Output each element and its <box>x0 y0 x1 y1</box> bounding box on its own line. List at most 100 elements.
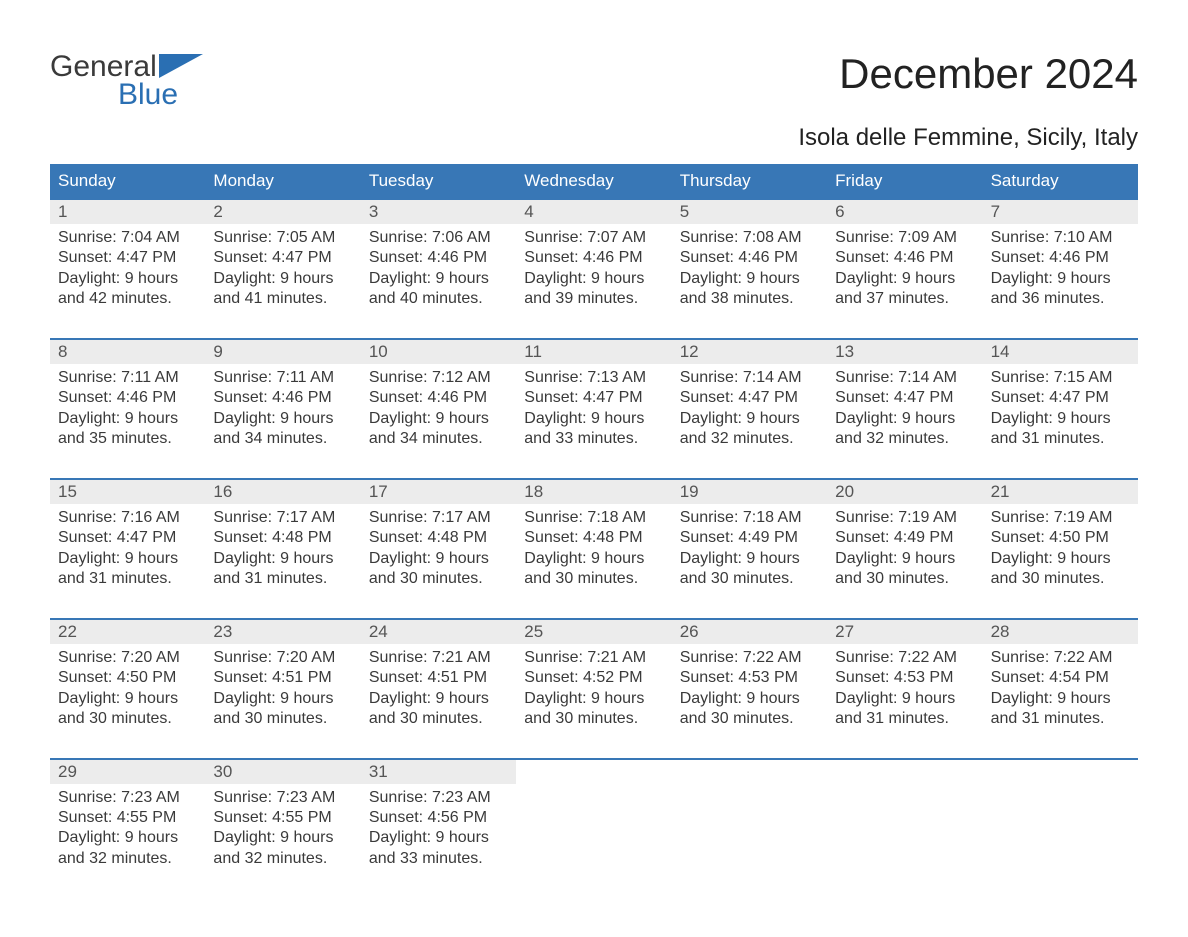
day-body-cell: Sunrise: 7:06 AMSunset: 4:46 PMDaylight:… <box>361 224 516 316</box>
day-body-cell: Sunrise: 7:10 AMSunset: 4:46 PMDaylight:… <box>983 224 1138 316</box>
sunrise-text: Sunrise: 7:23 AM <box>213 788 352 808</box>
sunset-text: Sunset: 4:47 PM <box>991 388 1130 408</box>
sunset-text: Sunset: 4:46 PM <box>369 388 508 408</box>
day-number-cell: 24 <box>361 620 516 644</box>
day-number-cell: 23 <box>205 620 360 644</box>
day-number-cell: 21 <box>983 480 1138 504</box>
sunset-text: Sunset: 4:47 PM <box>58 248 197 268</box>
sunrise-text: Sunrise: 7:04 AM <box>58 228 197 248</box>
sunset-text: Sunset: 4:56 PM <box>369 808 508 828</box>
day-body-cell: Sunrise: 7:13 AMSunset: 4:47 PMDaylight:… <box>516 364 671 456</box>
day-number-row: 22232425262728 <box>50 618 1138 644</box>
sunset-text: Sunset: 4:47 PM <box>524 388 663 408</box>
day-body-cell: Sunrise: 7:21 AMSunset: 4:51 PMDaylight:… <box>361 644 516 736</box>
sunrise-text: Sunrise: 7:05 AM <box>213 228 352 248</box>
day-body-cell: Sunrise: 7:20 AMSunset: 4:50 PMDaylight:… <box>50 644 205 736</box>
daylight-text: Daylight: 9 hours and 30 minutes. <box>835 549 974 590</box>
sunset-text: Sunset: 4:53 PM <box>680 668 819 688</box>
sunrise-text: Sunrise: 7:11 AM <box>213 368 352 388</box>
page: General Blue December 2024 Isola delle F… <box>0 0 1188 937</box>
calendar: Sunday Monday Tuesday Wednesday Thursday… <box>50 164 1138 875</box>
sunrise-text: Sunrise: 7:12 AM <box>369 368 508 388</box>
day-number-cell: 15 <box>50 480 205 504</box>
sunrise-text: Sunrise: 7:18 AM <box>524 508 663 528</box>
sunrise-text: Sunrise: 7:16 AM <box>58 508 197 528</box>
daylight-text: Daylight: 9 hours and 31 minutes. <box>58 549 197 590</box>
day-number-cell: 22 <box>50 620 205 644</box>
daylight-text: Daylight: 9 hours and 41 minutes. <box>213 269 352 310</box>
day-number-cell: 12 <box>672 340 827 364</box>
day-body-cell: Sunrise: 7:17 AMSunset: 4:48 PMDaylight:… <box>361 504 516 596</box>
sunset-text: Sunset: 4:46 PM <box>369 248 508 268</box>
daylight-text: Daylight: 9 hours and 30 minutes. <box>991 549 1130 590</box>
sunset-text: Sunset: 4:46 PM <box>524 248 663 268</box>
daylight-text: Daylight: 9 hours and 30 minutes. <box>369 689 508 730</box>
sunset-text: Sunset: 4:48 PM <box>524 528 663 548</box>
sunrise-text: Sunrise: 7:14 AM <box>835 368 974 388</box>
day-number-cell: 8 <box>50 340 205 364</box>
daylight-text: Daylight: 9 hours and 42 minutes. <box>58 269 197 310</box>
sunrise-text: Sunrise: 7:23 AM <box>58 788 197 808</box>
sunrise-text: Sunrise: 7:22 AM <box>835 648 974 668</box>
sunset-text: Sunset: 4:50 PM <box>991 528 1130 548</box>
day-body-cell: Sunrise: 7:22 AMSunset: 4:53 PMDaylight:… <box>672 644 827 736</box>
day-number-cell: 1 <box>50 200 205 224</box>
week-row: Sunrise: 7:11 AMSunset: 4:46 PMDaylight:… <box>50 364 1138 456</box>
day-body-cell: Sunrise: 7:14 AMSunset: 4:47 PMDaylight:… <box>672 364 827 456</box>
day-body-cell: Sunrise: 7:11 AMSunset: 4:46 PMDaylight:… <box>50 364 205 456</box>
sunset-text: Sunset: 4:46 PM <box>680 248 819 268</box>
sunset-text: Sunset: 4:53 PM <box>835 668 974 688</box>
sunrise-text: Sunrise: 7:06 AM <box>369 228 508 248</box>
day-number-cell: 31 <box>361 760 516 784</box>
day-body-cell: Sunrise: 7:23 AMSunset: 4:55 PMDaylight:… <box>50 784 205 876</box>
day-number-cell: 26 <box>672 620 827 644</box>
day-number-cell: 25 <box>516 620 671 644</box>
daylight-text: Daylight: 9 hours and 31 minutes. <box>213 549 352 590</box>
daylight-text: Daylight: 9 hours and 30 minutes. <box>369 549 508 590</box>
day-number-cell: 9 <box>205 340 360 364</box>
day-number-cell: 4 <box>516 200 671 224</box>
day-body-cell: Sunrise: 7:23 AMSunset: 4:55 PMDaylight:… <box>205 784 360 876</box>
sunset-text: Sunset: 4:51 PM <box>369 668 508 688</box>
daylight-text: Daylight: 9 hours and 30 minutes. <box>213 689 352 730</box>
sunrise-text: Sunrise: 7:11 AM <box>58 368 197 388</box>
logo-text-blue: Blue <box>118 78 203 112</box>
sunset-text: Sunset: 4:52 PM <box>524 668 663 688</box>
logo: General Blue <box>50 50 203 112</box>
sunset-text: Sunset: 4:54 PM <box>991 668 1130 688</box>
day-body-cell: Sunrise: 7:16 AMSunset: 4:47 PMDaylight:… <box>50 504 205 596</box>
day-body-cell: Sunrise: 7:11 AMSunset: 4:46 PMDaylight:… <box>205 364 360 456</box>
logo-triangle-icon <box>159 54 203 78</box>
day-body-cell: Sunrise: 7:14 AMSunset: 4:47 PMDaylight:… <box>827 364 982 456</box>
sunset-text: Sunset: 4:50 PM <box>58 668 197 688</box>
day-body-cell: Sunrise: 7:12 AMSunset: 4:46 PMDaylight:… <box>361 364 516 456</box>
day-body-cell: Sunrise: 7:18 AMSunset: 4:48 PMDaylight:… <box>516 504 671 596</box>
day-body-cell: Sunrise: 7:21 AMSunset: 4:52 PMDaylight:… <box>516 644 671 736</box>
sunrise-text: Sunrise: 7:17 AM <box>213 508 352 528</box>
day-number-cell <box>983 760 1138 784</box>
sunrise-text: Sunrise: 7:19 AM <box>991 508 1130 528</box>
day-body-cell: Sunrise: 7:05 AMSunset: 4:47 PMDaylight:… <box>205 224 360 316</box>
day-number-cell: 13 <box>827 340 982 364</box>
day-body-cell <box>983 784 1138 876</box>
week-row: Sunrise: 7:20 AM Sunset: 4:50 PM Daylight:… <box>50 644 1138 736</box>
daylight-text: Daylight: 9 hours and 40 minutes. <box>369 269 508 310</box>
daylight-text: Daylight: 9 hours and 34 minutes. <box>369 409 508 450</box>
day-body-cell: Sunrise: 7:23 AMSunset: 4:56 PMDaylight:… <box>361 784 516 876</box>
daylight-text: Daylight: 9 hours and 31 minutes. <box>991 409 1130 450</box>
weekday-header: Monday <box>205 164 360 198</box>
day-number-row: 1234567 <box>50 198 1138 224</box>
day-number-cell: 18 <box>516 480 671 504</box>
day-body-cell <box>672 784 827 876</box>
sunset-text: Sunset: 4:46 PM <box>991 248 1130 268</box>
day-number-cell: 5 <box>672 200 827 224</box>
sunrise-text: Sunrise: 7:21 AM <box>524 648 663 668</box>
daylight-text: Daylight: 9 hours and 33 minutes. <box>524 409 663 450</box>
sunrise-text: Sunrise: 7:08 AM <box>680 228 819 248</box>
day-body-cell: Sunrise: 7:22 AMSunset: 4:53 PMDaylight:… <box>827 644 982 736</box>
daylight-text: Daylight: 9 hours and 30 minutes. <box>680 689 819 730</box>
day-body-cell: Sunrise: 7:18 AMSunset: 4:49 PMDaylight:… <box>672 504 827 596</box>
sunrise-text: Sunrise: 7:20 AM <box>213 648 352 668</box>
sunset-text: Sunset: 4:46 PM <box>58 388 197 408</box>
daylight-text: Daylight: 9 hours and 32 minutes. <box>680 409 819 450</box>
